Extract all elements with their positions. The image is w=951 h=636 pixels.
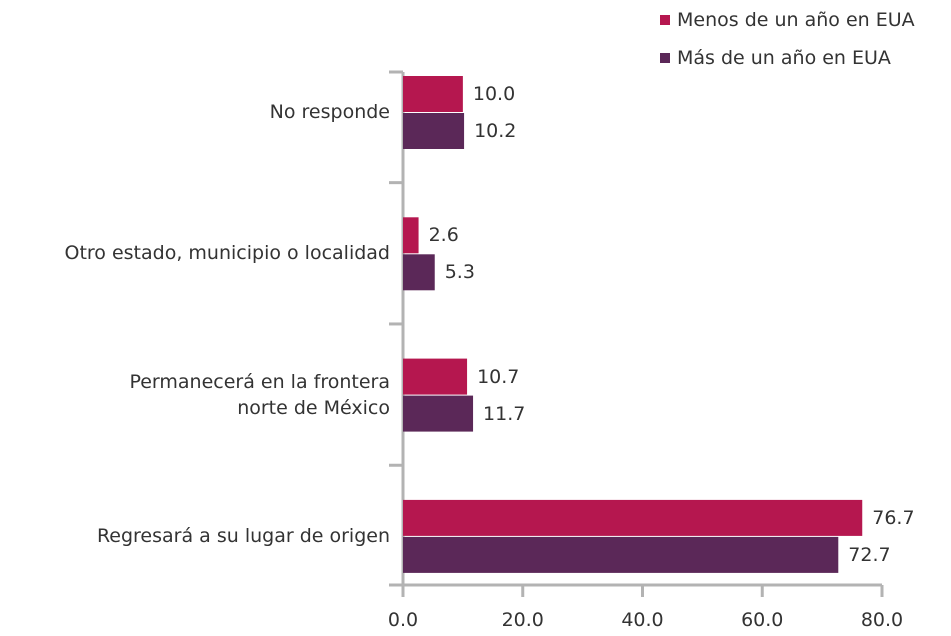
bar xyxy=(403,76,463,112)
value-label: 11.7 xyxy=(483,402,526,425)
legend-label: Menos de un año en EUA xyxy=(677,9,915,31)
category-label: Regresará a su lugar de origen xyxy=(96,524,390,547)
value-label: 72.7 xyxy=(848,543,891,566)
value-label: 5.3 xyxy=(444,261,475,284)
bar xyxy=(403,358,468,395)
bar xyxy=(403,254,435,291)
category-label: No responde xyxy=(269,101,390,123)
legend-swatch xyxy=(660,15,670,25)
bar xyxy=(403,217,419,254)
value-label: 10.0 xyxy=(472,83,516,105)
value-label: 10.7 xyxy=(477,365,520,388)
bar xyxy=(403,499,863,536)
x-tick-label: 80.0 xyxy=(860,609,904,631)
bar xyxy=(403,395,474,432)
value-label: 76.7 xyxy=(872,506,915,529)
value-label: 10.2 xyxy=(474,120,517,142)
legend-swatch xyxy=(660,53,670,63)
x-tick-label: 20.0 xyxy=(501,609,544,631)
bar xyxy=(403,536,839,573)
value-label: 2.6 xyxy=(428,224,459,247)
bar xyxy=(403,113,465,149)
x-tick-label: 60.0 xyxy=(741,609,784,631)
category-label: Permanecerá en la frontera norte de Méxi… xyxy=(129,370,390,419)
x-tick-label: 0.0 xyxy=(387,609,419,631)
x-tick-label: 40.0 xyxy=(621,609,664,631)
legend-label: Más de un año en EUA xyxy=(677,47,891,69)
category-label: Otro estado, municipio o localidad xyxy=(64,242,391,265)
